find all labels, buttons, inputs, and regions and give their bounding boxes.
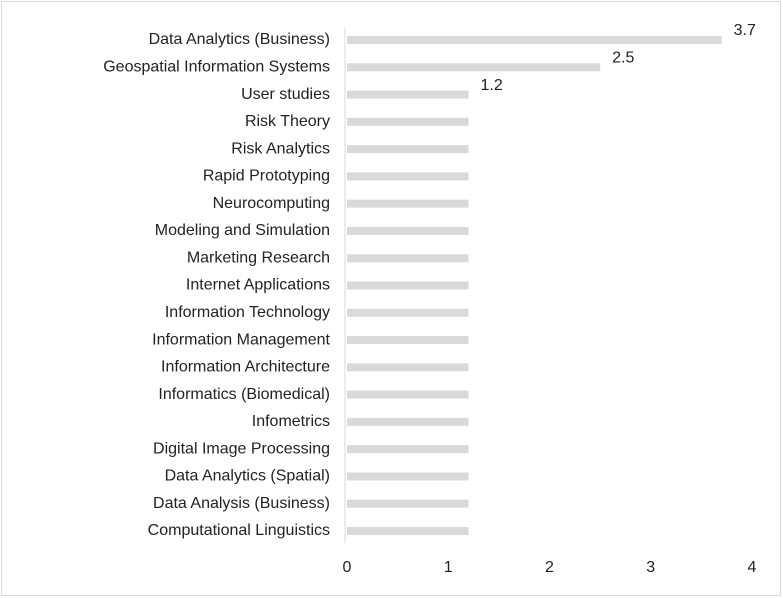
bar: [347, 281, 469, 290]
y-tick-label: Digital Image Processing: [153, 440, 330, 457]
y-tick-label: Information Architecture: [161, 359, 330, 376]
y-tick-label: Rapid Prototyping: [203, 168, 330, 185]
bar: [347, 308, 469, 317]
bar: [347, 36, 722, 44]
value-label: 3.7: [734, 22, 756, 39]
bar: [347, 63, 601, 72]
y-tick-label: Computational Linguistics: [148, 522, 330, 539]
y-tick-label: User studies: [241, 86, 330, 103]
bar: [347, 417, 469, 426]
bar: [347, 199, 469, 208]
x-tick-label: 3: [646, 559, 655, 576]
y-tick-label: Information Technology: [165, 304, 330, 321]
value-label: 2.5: [612, 49, 634, 66]
bar: [347, 527, 469, 535]
y-tick-label: Geospatial Information Systems: [103, 58, 330, 75]
x-tick-label: 1: [444, 559, 453, 576]
bar: [347, 390, 469, 399]
bar: [347, 499, 469, 508]
y-tick-label: Infometrics: [252, 413, 330, 430]
bar: [347, 172, 469, 181]
bar: [347, 254, 469, 263]
bar: [347, 336, 469, 345]
y-tick-label: Risk Theory: [245, 113, 330, 130]
x-tick-label: 2: [545, 559, 554, 576]
bar: [347, 117, 469, 126]
bar: [347, 445, 469, 454]
y-tick-label: Informatics (Biomedical): [158, 386, 330, 403]
bar: [347, 363, 469, 372]
y-tick-label: Marketing Research: [187, 249, 330, 266]
y-tick-label: Information Management: [152, 331, 330, 348]
y-tick-label: Neurocomputing: [213, 195, 330, 212]
y-tick-label: Internet Applications: [186, 277, 330, 294]
value-label: 1.2: [481, 77, 503, 94]
bar: [347, 90, 469, 99]
y-tick-label: Modeling and Simulation: [155, 222, 330, 239]
y-tick-label: Data Analytics (Business): [149, 31, 330, 48]
y-tick-label: Data Analytics (Spatial): [165, 468, 330, 485]
bar: [347, 145, 469, 154]
y-tick-label: Risk Analytics: [231, 140, 330, 157]
y-tick-label: Data Analysis (Business): [153, 495, 330, 512]
bar: [347, 472, 469, 481]
x-tick-label: 0: [343, 559, 352, 576]
x-tick-label: 4: [748, 559, 757, 576]
bar: [347, 226, 469, 235]
